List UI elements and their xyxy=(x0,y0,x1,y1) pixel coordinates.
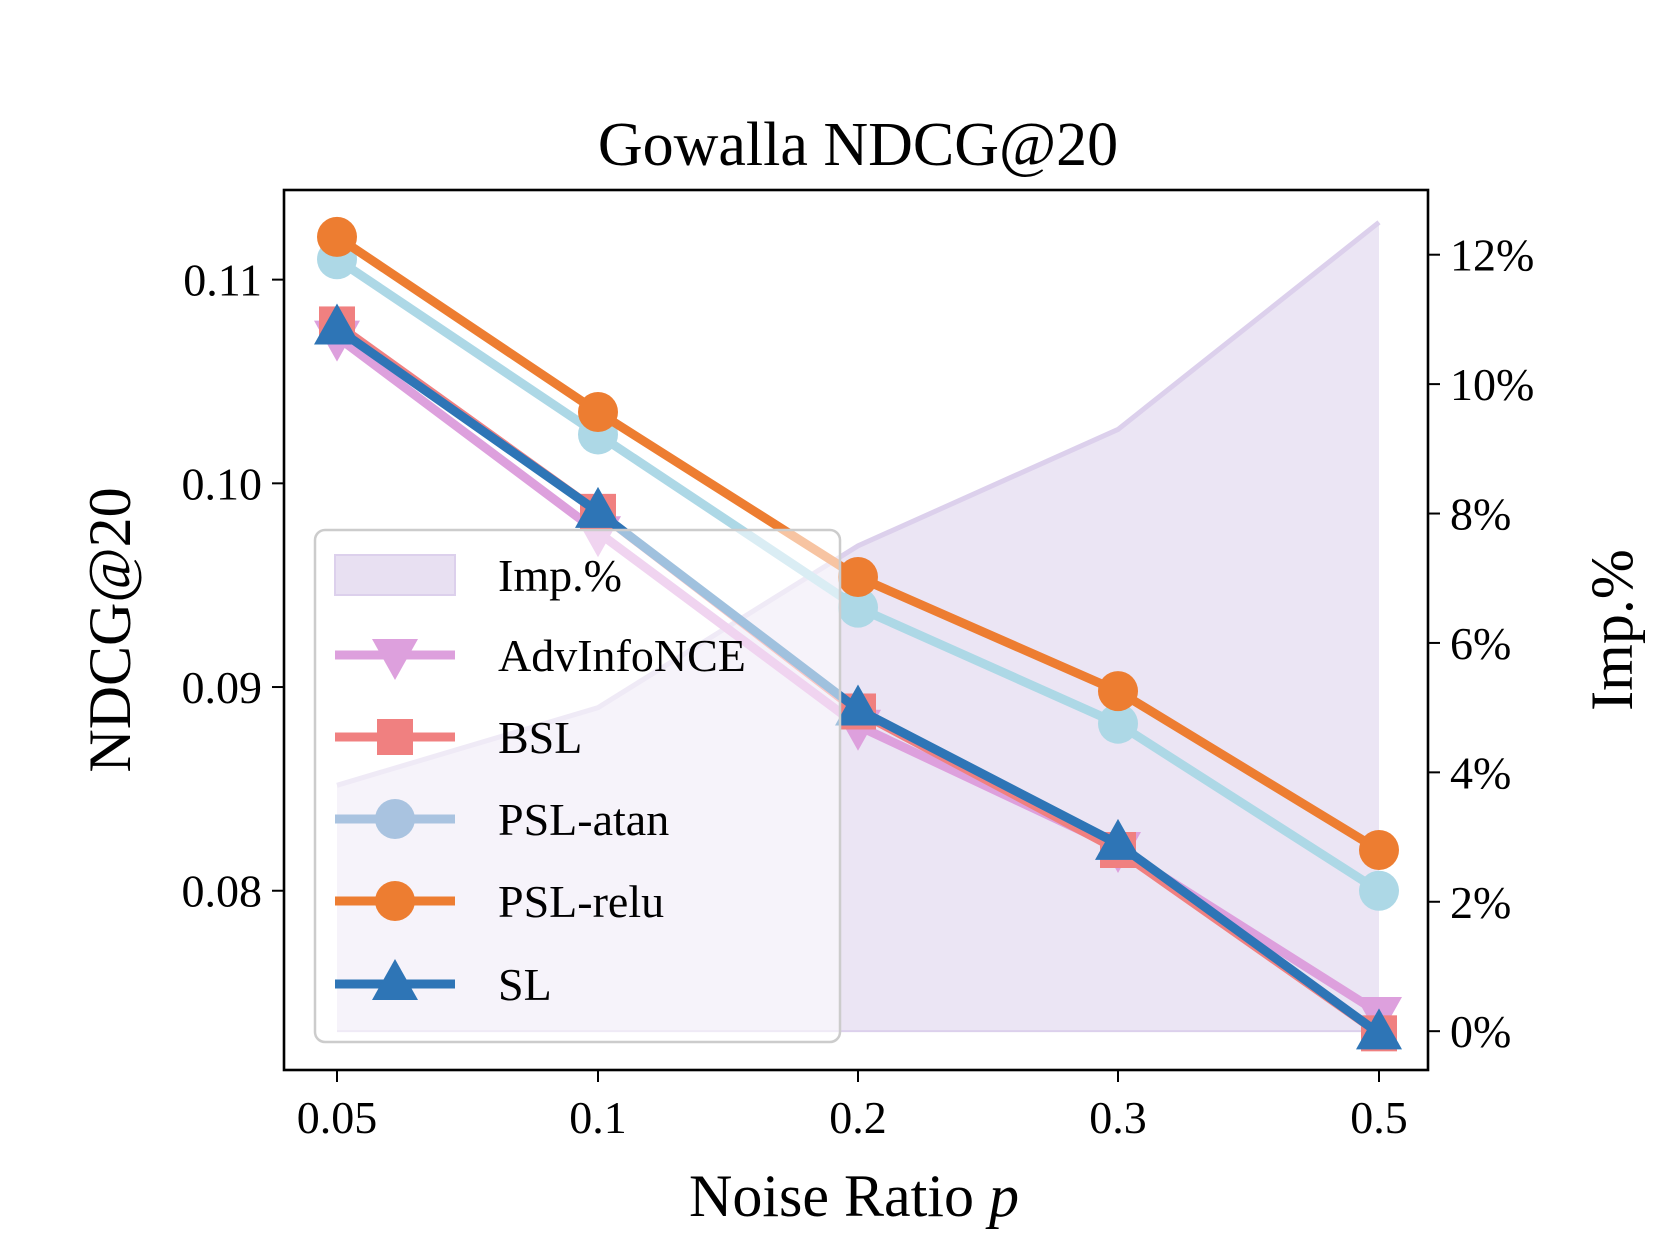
y2-tick-label: 2% xyxy=(1450,877,1511,928)
legend-label: Imp.% xyxy=(498,550,622,601)
data-point xyxy=(578,392,618,433)
y2-tick-label: 12% xyxy=(1450,230,1534,281)
data-point xyxy=(1095,818,1141,860)
data-point xyxy=(1098,671,1138,712)
legend-label: AdvInfoNCE xyxy=(498,630,746,681)
legend-entry: PSL-atan xyxy=(335,794,669,845)
legend: Imp.% AdvInfoNCE BSL PSL-atan PSL-relu SL xyxy=(313,528,842,1044)
data-point xyxy=(1098,703,1138,744)
x-tick-label: 0.1 xyxy=(569,1092,627,1143)
data-point xyxy=(838,557,878,598)
y2-tick-label: 6% xyxy=(1450,618,1511,669)
series-psl-relu xyxy=(317,216,1399,870)
y-axis-left: 0.08 0.09 0.10 0.11 xyxy=(182,255,284,917)
legend-label: PSL-atan xyxy=(498,794,669,845)
y-axis-right: 0% 2% 4% 6% 8% 10% 12% xyxy=(1428,230,1534,1057)
x-axis: 0.05 0.1 0.2 0.3 0.5 xyxy=(297,1070,1408,1143)
legend-marker xyxy=(372,639,418,680)
data-point xyxy=(314,303,360,345)
y2-tick-label: 4% xyxy=(1450,747,1511,798)
x-tick-label: 0.3 xyxy=(1089,1092,1147,1143)
legend-label: PSL-relu xyxy=(498,876,664,927)
y-tick-label: 0.10 xyxy=(182,458,263,509)
data-point xyxy=(838,587,878,628)
x-tick-label: 0.05 xyxy=(297,1092,378,1143)
y-tick-label: 0.08 xyxy=(182,866,263,917)
data-point xyxy=(1359,830,1399,870)
data-point xyxy=(317,216,357,257)
data-point xyxy=(835,684,881,726)
y2-tick-label: 10% xyxy=(1450,359,1534,410)
legend-entry: PSL-relu xyxy=(335,876,664,927)
legend-entry: SL xyxy=(335,959,552,1010)
legend-label: SL xyxy=(498,959,552,1010)
data-point xyxy=(575,486,621,528)
x-tick-label: 0.2 xyxy=(829,1092,887,1143)
legend-marker xyxy=(377,719,413,755)
data-point xyxy=(1356,1008,1402,1050)
legend-swatch xyxy=(334,554,456,596)
legend-entry: BSL xyxy=(335,712,582,763)
series-psl-atan xyxy=(317,239,1399,911)
x-tick-label: 0.5 xyxy=(1350,1092,1408,1143)
legend-entry: AdvInfoNCE xyxy=(335,630,746,681)
y2-tick-label: 0% xyxy=(1450,1006,1511,1057)
legend-marker xyxy=(375,799,415,839)
data-point xyxy=(1359,870,1399,911)
y-axis-label: NDCG@20 xyxy=(77,487,143,772)
x-axis-label: Noise Ratio p xyxy=(689,1163,1019,1229)
series-sl xyxy=(314,303,1402,1050)
plot-frame xyxy=(282,188,1430,1072)
y-tick-label: 0.09 xyxy=(182,662,263,713)
chart-title: Gowalla NDCG@20 xyxy=(598,111,1118,179)
legend-label: BSL xyxy=(498,712,582,763)
legend-marker xyxy=(372,959,418,1000)
y-tick-label: 0.11 xyxy=(183,255,262,306)
y2-tick-label: 8% xyxy=(1450,489,1511,540)
y2-axis-label: Imp.% xyxy=(1579,549,1645,711)
legend-marker xyxy=(375,881,415,921)
legend-entry: Imp.% xyxy=(334,550,622,601)
